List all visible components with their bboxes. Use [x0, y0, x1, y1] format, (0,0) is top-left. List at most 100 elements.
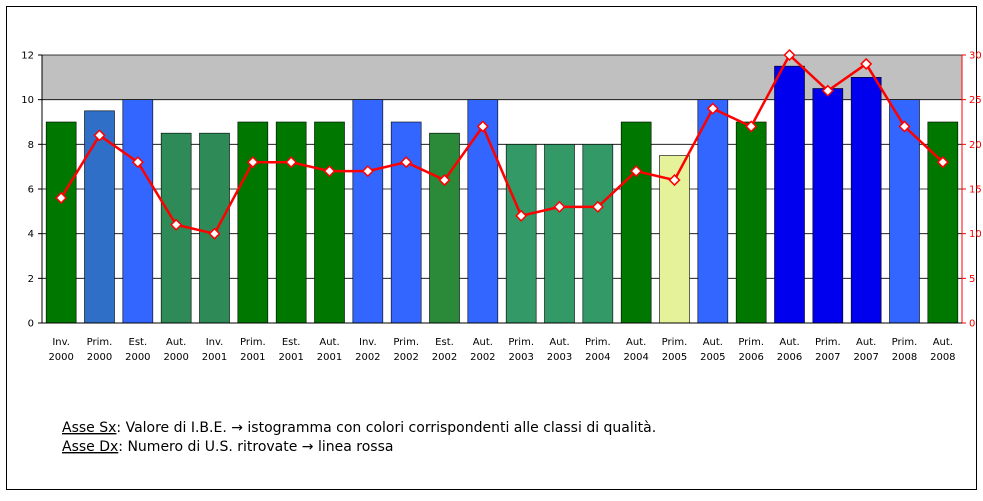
x-tick-label: Prim. — [892, 337, 918, 348]
marker — [936, 156, 949, 169]
x-tick-label: Prim. — [738, 337, 764, 348]
note: Asse Sx: Valore di I.B.E. → istogramma c… — [62, 420, 656, 436]
marker — [438, 174, 451, 187]
y-tick-label: 10 — [21, 95, 34, 106]
marker — [476, 120, 489, 133]
x-tick-label: 2000 — [48, 352, 73, 363]
marker — [285, 156, 298, 169]
y-tick-label: 2 — [28, 274, 34, 285]
bar — [429, 132, 460, 324]
x-tick-label: 2000 — [163, 352, 188, 363]
x-tick-label: Aut. — [626, 337, 646, 348]
y2-tick-label: 15 — [969, 185, 982, 196]
x-tick-label: 2007 — [815, 352, 840, 363]
y2-tick-label: 10 — [969, 229, 982, 240]
x-tick-label: Aut. — [933, 337, 953, 348]
x-tick-label: Aut. — [319, 337, 339, 348]
bar — [774, 65, 805, 324]
marker — [93, 129, 106, 142]
note-text: : Numero di U.S. ritrovate → linea rossa — [118, 439, 393, 455]
marker — [821, 84, 834, 97]
x-tick-label: 2005 — [662, 352, 687, 363]
x-tick-label: Inv. — [206, 337, 224, 348]
note-term: Asse Sx — [62, 420, 116, 436]
bar — [275, 121, 307, 324]
y-tick-label: 4 — [28, 229, 34, 240]
bar — [735, 121, 767, 324]
marker — [361, 165, 374, 178]
bar — [620, 121, 652, 324]
x-tick-label: Aut. — [703, 337, 723, 348]
marker — [131, 156, 144, 169]
bar — [812, 88, 844, 324]
y-tick-label: 6 — [28, 185, 34, 196]
x-tick-label: 2000 — [87, 352, 112, 363]
marker — [515, 209, 528, 222]
x-tick-label: Inv. — [52, 337, 70, 348]
y2-tick-label: 30 — [969, 51, 982, 62]
marker — [706, 102, 719, 115]
x-tick-label: Inv. — [359, 337, 377, 348]
note-term: Asse Dx — [62, 439, 118, 455]
x-tick-label: Prim. — [87, 337, 113, 348]
x-tick-label: 2003 — [547, 352, 572, 363]
y-tick-label: 0 — [28, 319, 34, 330]
x-tick-label: 2004 — [585, 352, 610, 363]
x-tick-label: 2006 — [777, 352, 802, 363]
marker — [400, 156, 413, 169]
y2-tick-label: 25 — [969, 95, 982, 106]
x-tick-label: 2002 — [470, 352, 495, 363]
marker — [55, 191, 68, 204]
x-tick-label: 2008 — [892, 352, 917, 363]
x-tick-label: 2007 — [853, 352, 878, 363]
bar — [850, 77, 882, 324]
x-tick-label: 2008 — [930, 352, 955, 363]
bar — [45, 121, 77, 324]
x-tick-label: Prim. — [393, 337, 419, 348]
marker — [170, 218, 183, 231]
marker — [860, 57, 873, 70]
x-tick-label: Prim. — [662, 337, 688, 348]
y2-tick-label: 5 — [969, 274, 975, 285]
bar — [84, 110, 115, 324]
note-text: : Valore di I.B.E. → istogramma con colo… — [116, 420, 656, 436]
marker — [208, 227, 221, 240]
x-tick-label: 2004 — [623, 352, 648, 363]
x-tick-label: 2002 — [432, 352, 457, 363]
y-tick-label: 8 — [28, 140, 34, 151]
marker — [898, 120, 911, 133]
marker — [553, 200, 566, 213]
x-tick-label: Aut. — [166, 337, 186, 348]
bar — [467, 99, 499, 324]
marker — [591, 200, 604, 213]
x-tick-label: Aut. — [779, 337, 799, 348]
x-tick-label: Prim. — [815, 337, 841, 348]
marker — [745, 120, 758, 133]
x-tick-label: 2001 — [278, 352, 303, 363]
y2-tick-label: 20 — [969, 140, 982, 151]
marker — [783, 48, 796, 62]
x-tick-label: Aut. — [549, 337, 569, 348]
bar — [582, 144, 614, 324]
x-tick-label: Est. — [435, 337, 454, 348]
y-tick-label: 12 — [21, 51, 34, 62]
plot-band — [42, 55, 962, 100]
x-tick-label: 2001 — [317, 352, 342, 363]
bar — [390, 121, 422, 324]
bar — [889, 99, 920, 324]
x-tick-label: 2006 — [738, 352, 763, 363]
note: Asse Dx: Numero di U.S. ritrovate → line… — [62, 439, 393, 455]
x-tick-label: 2000 — [125, 352, 150, 363]
marker — [323, 165, 336, 178]
y2-tick-label: 0 — [969, 319, 975, 330]
x-tick-label: 2001 — [240, 352, 265, 363]
x-tick-label: 2002 — [355, 352, 380, 363]
x-tick-label: 2005 — [700, 352, 725, 363]
bar — [544, 144, 575, 324]
x-tick-label: Est. — [129, 337, 148, 348]
bar — [697, 99, 729, 324]
marker — [630, 165, 643, 178]
bar — [314, 121, 345, 324]
line — [60, 52, 944, 236]
